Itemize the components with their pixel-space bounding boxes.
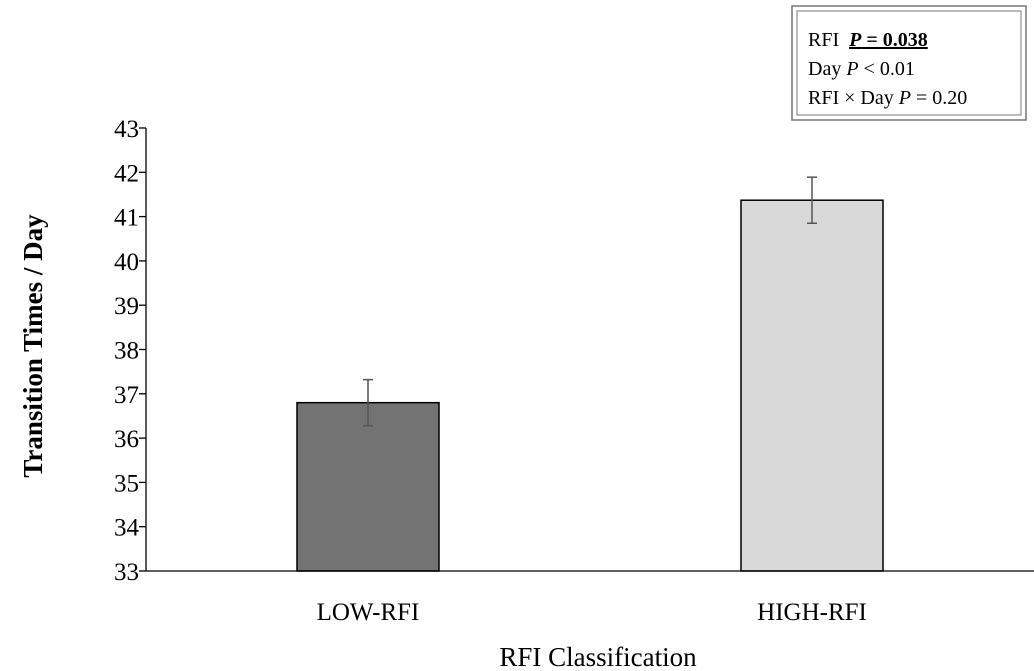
- annotation-line-3: RFI × Day P = 0.20: [808, 87, 967, 109]
- bars: [296, 199, 884, 572]
- y-tick-label: 39: [114, 293, 139, 320]
- y-tick-label: 43: [114, 116, 139, 143]
- bar-high-rfi: [740, 199, 884, 572]
- y-tick-label: 34: [114, 515, 140, 542]
- y-tick-label: 33: [114, 559, 139, 586]
- error-bars: [363, 176, 817, 427]
- x-tick-labels: LOW-RFI HIGH-RFI: [317, 599, 867, 626]
- y-tick-label: 38: [114, 338, 139, 365]
- y-tick-label: 40: [114, 249, 139, 276]
- y-tick-label: 41: [114, 205, 139, 232]
- x-tick-label: LOW-RFI: [317, 599, 420, 626]
- y-ticks: 33 34 35 36 37 38 39 40 41 42 43: [114, 116, 146, 586]
- y-tick-label: 35: [114, 470, 139, 497]
- y-tick-label: 37: [114, 382, 139, 409]
- bar-low-rfi: [296, 401, 440, 572]
- annotation-line-2: Day P < 0.01: [808, 58, 915, 80]
- x-tick-label: HIGH-RFI: [757, 599, 867, 626]
- y-axis-title: Transition Times / Day: [18, 214, 48, 478]
- y-tick-label: 36: [114, 426, 139, 453]
- error-bar-low-rfi: [363, 378, 373, 427]
- stats-annotation-box: RFI P = 0.038 Day P < 0.01 RFI × Day P =…: [791, 5, 1027, 121]
- annotation-line-1: RFI P = 0.038: [808, 29, 928, 51]
- y-tick-label: 42: [114, 160, 139, 187]
- x-axis-title: RFI Classification: [499, 642, 697, 671]
- error-bar-high-rfi: [807, 176, 817, 224]
